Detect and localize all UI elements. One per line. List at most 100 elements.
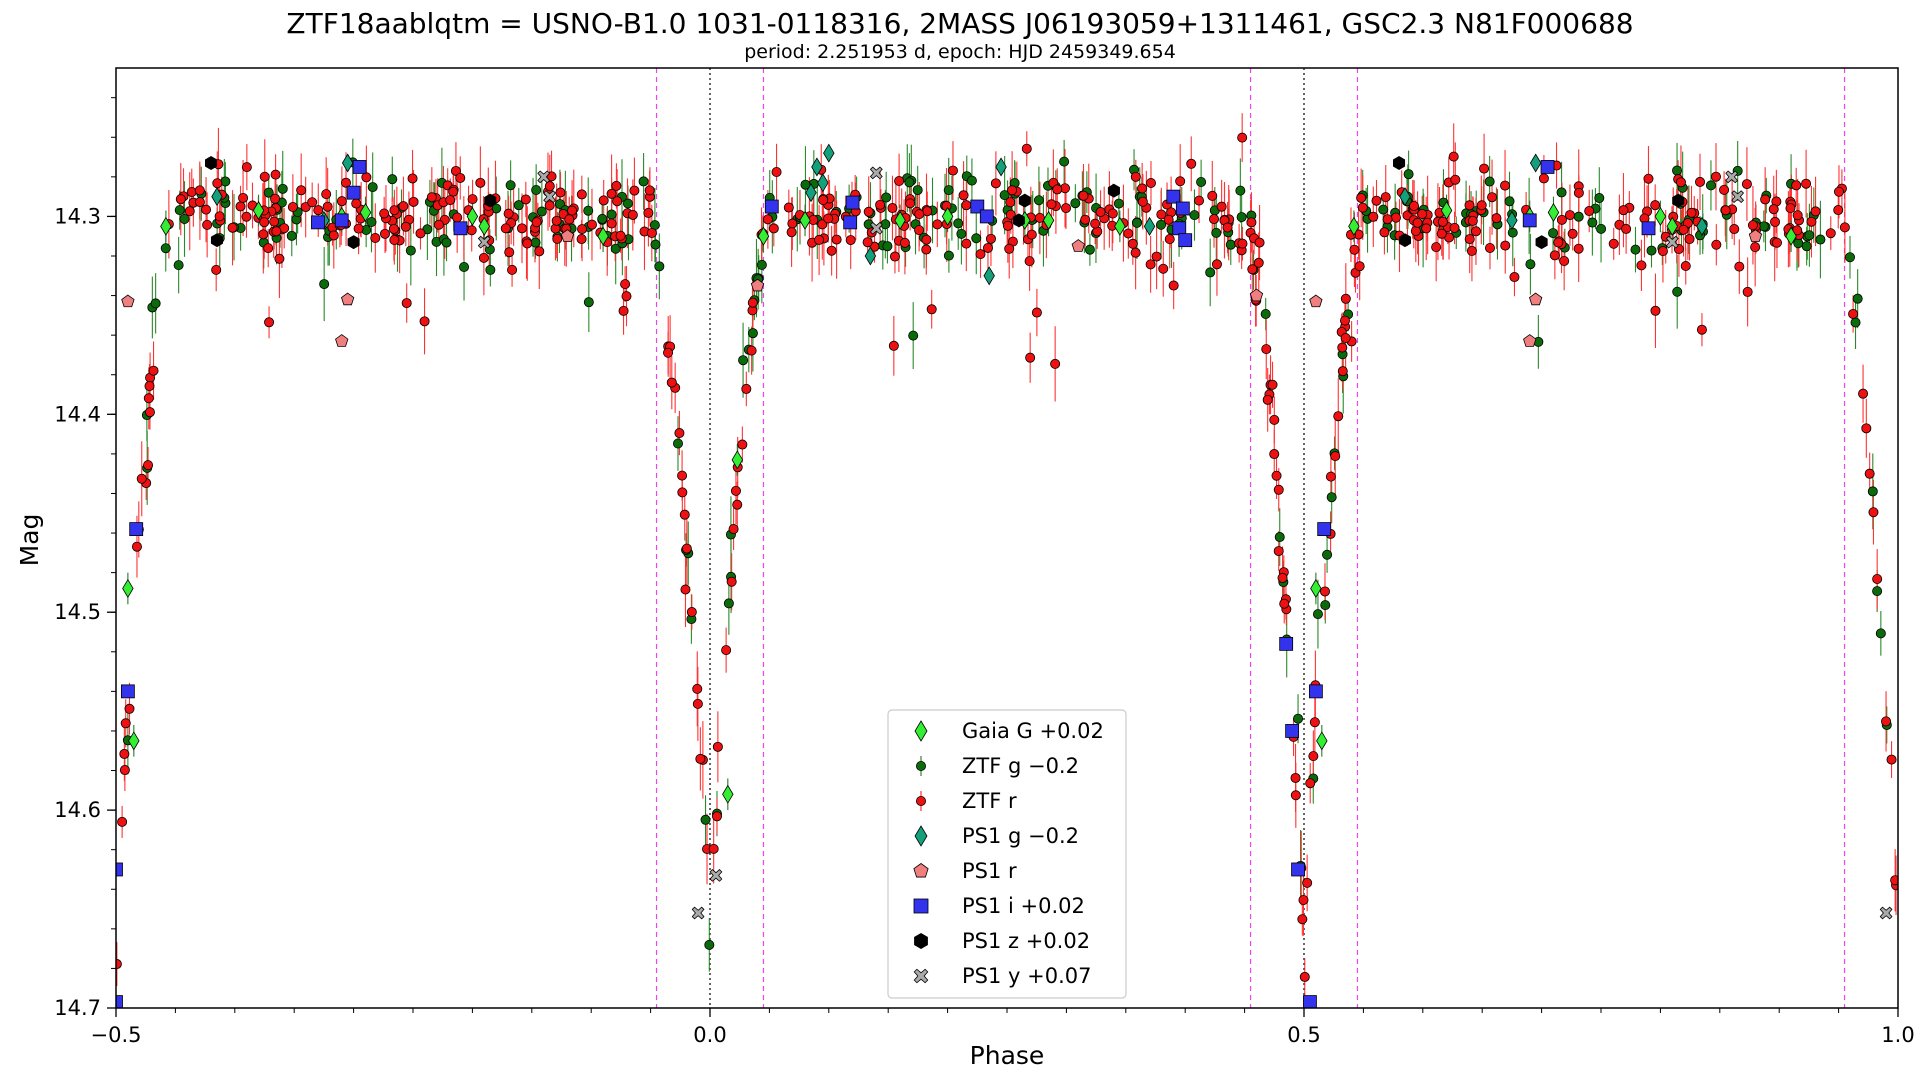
data-point	[1299, 971, 1310, 982]
data-point	[1059, 156, 1070, 167]
data-point	[1734, 261, 1745, 272]
y-tick-label: 14.4	[54, 402, 101, 426]
data-point	[1050, 358, 1061, 369]
data-point	[1522, 213, 1537, 228]
data-point	[173, 260, 184, 271]
data-point	[686, 607, 697, 618]
data-point	[1196, 176, 1207, 187]
legend-marker	[913, 898, 929, 914]
data-point	[1672, 165, 1683, 176]
legend-marker	[916, 796, 927, 807]
data-point	[452, 212, 463, 223]
data-point	[459, 262, 470, 273]
data-point	[1026, 229, 1037, 240]
data-markers	[116, 132, 1898, 1008]
data-point	[1253, 257, 1264, 268]
data-point	[583, 297, 594, 308]
data-point	[1033, 195, 1044, 206]
data-point	[235, 201, 246, 212]
data-point	[517, 223, 528, 234]
data-point	[1031, 307, 1042, 318]
data-point	[1596, 223, 1607, 234]
data-point	[1573, 211, 1584, 222]
data-point	[712, 741, 723, 752]
data-point	[1290, 772, 1301, 783]
data-point	[1833, 186, 1844, 197]
data-point	[531, 184, 542, 195]
data-point	[1166, 189, 1181, 204]
data-point	[646, 227, 657, 238]
data-point	[263, 187, 274, 198]
legend-label: PS1 g −0.2	[962, 824, 1079, 848]
data-point	[817, 219, 828, 230]
data-point	[979, 209, 994, 224]
data-point	[205, 156, 218, 170]
data-point	[1018, 193, 1031, 208]
data-point	[367, 182, 378, 193]
x-tick-label: 1.0	[1881, 1023, 1914, 1047]
data-point	[1330, 451, 1341, 462]
data-point	[654, 261, 665, 272]
data-point	[700, 814, 711, 825]
data-point	[340, 177, 351, 188]
data-point	[467, 194, 478, 205]
data-point	[296, 185, 307, 196]
data-point	[741, 383, 752, 394]
data-point	[1872, 573, 1883, 584]
data-point	[783, 202, 794, 213]
data-point	[1290, 790, 1301, 801]
data-point	[750, 278, 765, 292]
data-point	[1207, 190, 1218, 201]
data-point	[961, 238, 972, 249]
data-point	[1641, 221, 1656, 236]
data-point	[322, 201, 333, 212]
data-point	[1742, 286, 1753, 297]
data-point	[1348, 216, 1360, 236]
data-point	[1437, 216, 1448, 227]
data-point	[627, 209, 638, 220]
legend-label: PS1 z +0.02	[962, 929, 1090, 953]
data-point	[746, 345, 757, 356]
data-point	[1553, 237, 1564, 248]
data-point	[666, 377, 677, 388]
data-point	[277, 183, 288, 194]
data-point	[544, 200, 555, 211]
data-point	[709, 869, 723, 882]
data-point	[1298, 894, 1309, 905]
data-point	[1143, 216, 1156, 236]
data-point	[597, 213, 608, 224]
data-point	[214, 211, 225, 222]
data-point	[1410, 226, 1421, 237]
data-point	[1382, 214, 1393, 225]
data-point	[1750, 242, 1761, 253]
y-axis-label: Mag	[15, 514, 44, 567]
data-point	[618, 305, 629, 316]
data-point	[1399, 187, 1411, 207]
data-point	[606, 209, 617, 220]
data-point	[1163, 214, 1174, 225]
data-point	[983, 266, 995, 286]
data-point	[1594, 193, 1605, 204]
data-point	[263, 243, 274, 254]
legend-marker	[913, 863, 929, 878]
data-point	[1839, 222, 1850, 233]
data-point	[737, 439, 748, 450]
data-point	[1886, 754, 1897, 765]
data-point	[1175, 201, 1190, 216]
data-point	[1403, 169, 1414, 180]
data-point	[1621, 223, 1632, 234]
data-point	[1491, 213, 1502, 224]
data-point	[1875, 628, 1886, 639]
data-point	[1368, 211, 1379, 222]
data-point	[536, 206, 547, 217]
data-point	[1186, 158, 1197, 169]
data-point	[116, 959, 122, 970]
data-point	[1804, 230, 1815, 241]
data-point	[259, 171, 270, 182]
data-point	[117, 816, 128, 827]
data-point	[1337, 342, 1348, 353]
data-point	[1747, 220, 1758, 231]
data-point	[831, 234, 842, 245]
data-point	[210, 233, 224, 248]
legend-box	[887, 709, 1127, 999]
